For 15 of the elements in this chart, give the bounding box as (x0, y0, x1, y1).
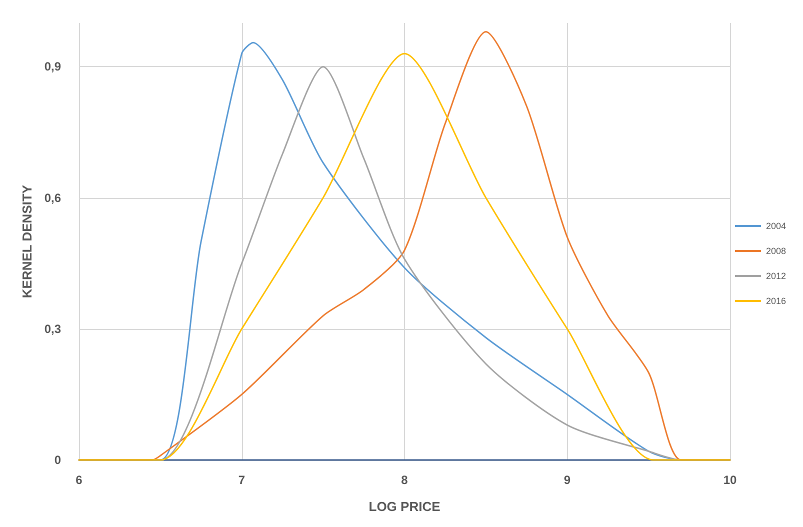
x-tick-label: 6 (76, 473, 83, 487)
y-axis-title: KERNEL DENSITY (19, 184, 34, 298)
legend-label: 2008 (766, 246, 786, 256)
legend-label: 2016 (766, 296, 786, 306)
x-tick-label: 9 (564, 473, 571, 487)
x-tick-label: 7 (238, 473, 246, 487)
x-tick-label: 8 (401, 473, 408, 487)
x-axis-title: LOG PRICE (368, 499, 441, 514)
legend-label: 2004 (766, 221, 786, 231)
x-tick-label: 10 (723, 473, 737, 487)
y-tick-label: 0,9 (44, 60, 62, 74)
legend-label: 2012 (766, 271, 786, 281)
y-tick-label: 0,6 (44, 190, 62, 205)
y-tick-label: 0 (54, 453, 62, 467)
y-tick-label: 0,3 (44, 322, 62, 336)
